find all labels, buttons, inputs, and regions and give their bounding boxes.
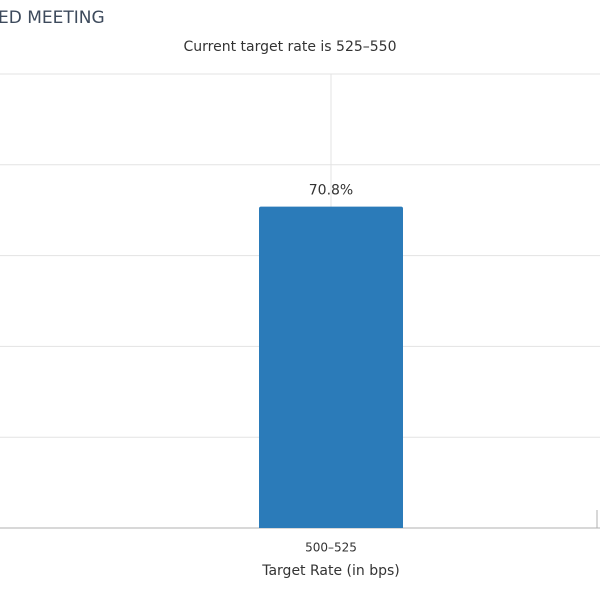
chart-subtitle: Current target rate is 525–550	[183, 39, 396, 55]
bar	[259, 206, 403, 528]
chart-title: ED MEETING	[0, 8, 105, 28]
x-axis-label: Target Rate (in bps)	[261, 563, 400, 579]
data-label: 70.8%	[309, 183, 353, 199]
x-tick-label: 500–525	[305, 541, 357, 555]
